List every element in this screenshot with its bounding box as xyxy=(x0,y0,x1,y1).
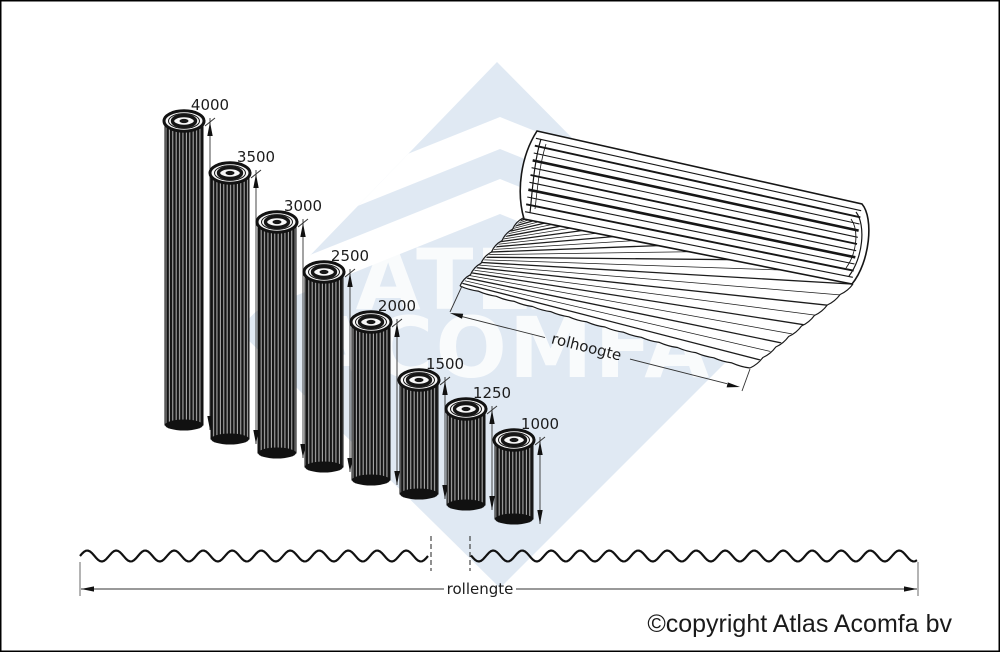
dimension-arrow-up xyxy=(253,174,259,188)
dimension-arrow-right xyxy=(904,586,917,592)
roll-height-dim: 2500 xyxy=(331,247,369,472)
roll-top-face xyxy=(444,397,488,421)
roll-body xyxy=(399,379,439,495)
roll-height-value: 3000 xyxy=(284,197,322,215)
roll-top-face xyxy=(302,260,346,284)
roll-2000: 2000 xyxy=(349,297,416,486)
roll-body xyxy=(304,271,344,468)
standing-rolls-group: 4000 3500 3000 2500 2000 1500 1250 1000 xyxy=(162,96,559,525)
dimension-arrow-down xyxy=(537,510,543,524)
roll-length-dimension: rollengte xyxy=(79,562,919,598)
dimension-arrow-up xyxy=(537,441,543,455)
roll-height-dim: 1500 xyxy=(426,355,464,499)
roll-bottom-edge xyxy=(352,474,390,486)
roll-top-face xyxy=(492,428,536,452)
roll-top-face xyxy=(397,368,441,392)
roll-body xyxy=(351,321,391,481)
roll-3500: 3500 xyxy=(208,148,275,445)
roll-2500: 2500 xyxy=(302,247,369,473)
roll-body xyxy=(494,439,534,520)
dimension-arrow-down xyxy=(347,458,353,472)
roll-height-value: 1000 xyxy=(521,415,559,433)
dimension-arrow-down xyxy=(442,485,448,499)
roll-1500: 1500 xyxy=(397,355,464,500)
roll-1000: 1000 xyxy=(492,415,559,525)
roll-height-dim: 1250 xyxy=(473,384,511,510)
dimension-arrow-left xyxy=(81,586,94,592)
roll-1250: 1250 xyxy=(444,384,511,511)
roll-top-face xyxy=(208,161,252,185)
wave-segment-right xyxy=(470,549,918,563)
copyright-text: ©copyright Atlas Acomfa bv xyxy=(647,610,952,638)
dimension-arrow-up xyxy=(207,122,213,136)
roll-body xyxy=(446,408,486,506)
dimension-arrow-down xyxy=(300,444,306,458)
roll-height-dim: 3500 xyxy=(237,148,275,444)
roll-bottom-edge xyxy=(400,488,438,500)
roll-body xyxy=(257,221,297,454)
roll-height-value: 1250 xyxy=(473,384,511,402)
roll-bottom-edge xyxy=(165,419,203,431)
dimension-arrow-down xyxy=(253,430,259,444)
dimension-arrow-up xyxy=(347,273,353,287)
roll-height-value: 4000 xyxy=(191,96,229,114)
dimension-arrow-down xyxy=(394,471,400,485)
dimension-arrow-up xyxy=(489,410,495,424)
roll-height-dim: 2000 xyxy=(378,297,416,485)
roll-height-dim: 1000 xyxy=(521,415,559,524)
roll-top-face xyxy=(162,109,206,133)
roll-3000: 3000 xyxy=(255,197,322,459)
dimension-arrow-left xyxy=(450,313,464,319)
dimension-arrow-up xyxy=(300,223,306,237)
wave-segment-left xyxy=(79,549,429,563)
roll-height-value: 1500 xyxy=(426,355,464,373)
dimension-arrow-up xyxy=(394,323,400,337)
roll-height-dim: 3000 xyxy=(284,197,322,458)
roll-height-value: 2000 xyxy=(378,297,416,315)
dimension-arrow-down xyxy=(489,496,495,510)
roll-height-value: 2500 xyxy=(331,247,369,265)
dimension-arrow-right xyxy=(726,382,740,388)
roll-bottom-edge xyxy=(258,447,296,459)
roll-bottom-edge xyxy=(447,499,485,511)
roll-top-face xyxy=(349,310,393,334)
roll-bottom-edge xyxy=(211,433,249,445)
sheet-length-wave xyxy=(79,536,918,571)
roll-bottom-edge xyxy=(495,513,533,525)
roll-bottom-edge xyxy=(305,461,343,473)
roll-length-dimension-label: rollengte xyxy=(447,580,514,598)
rolled-sheet-cylinder xyxy=(519,130,870,285)
dimension-arrow-up xyxy=(442,381,448,395)
roll-body xyxy=(164,120,204,426)
roll-4000: 4000 xyxy=(162,96,229,431)
roll-height-value: 3500 xyxy=(237,148,275,166)
roll-body xyxy=(210,172,250,440)
roll-top-face xyxy=(255,210,299,234)
